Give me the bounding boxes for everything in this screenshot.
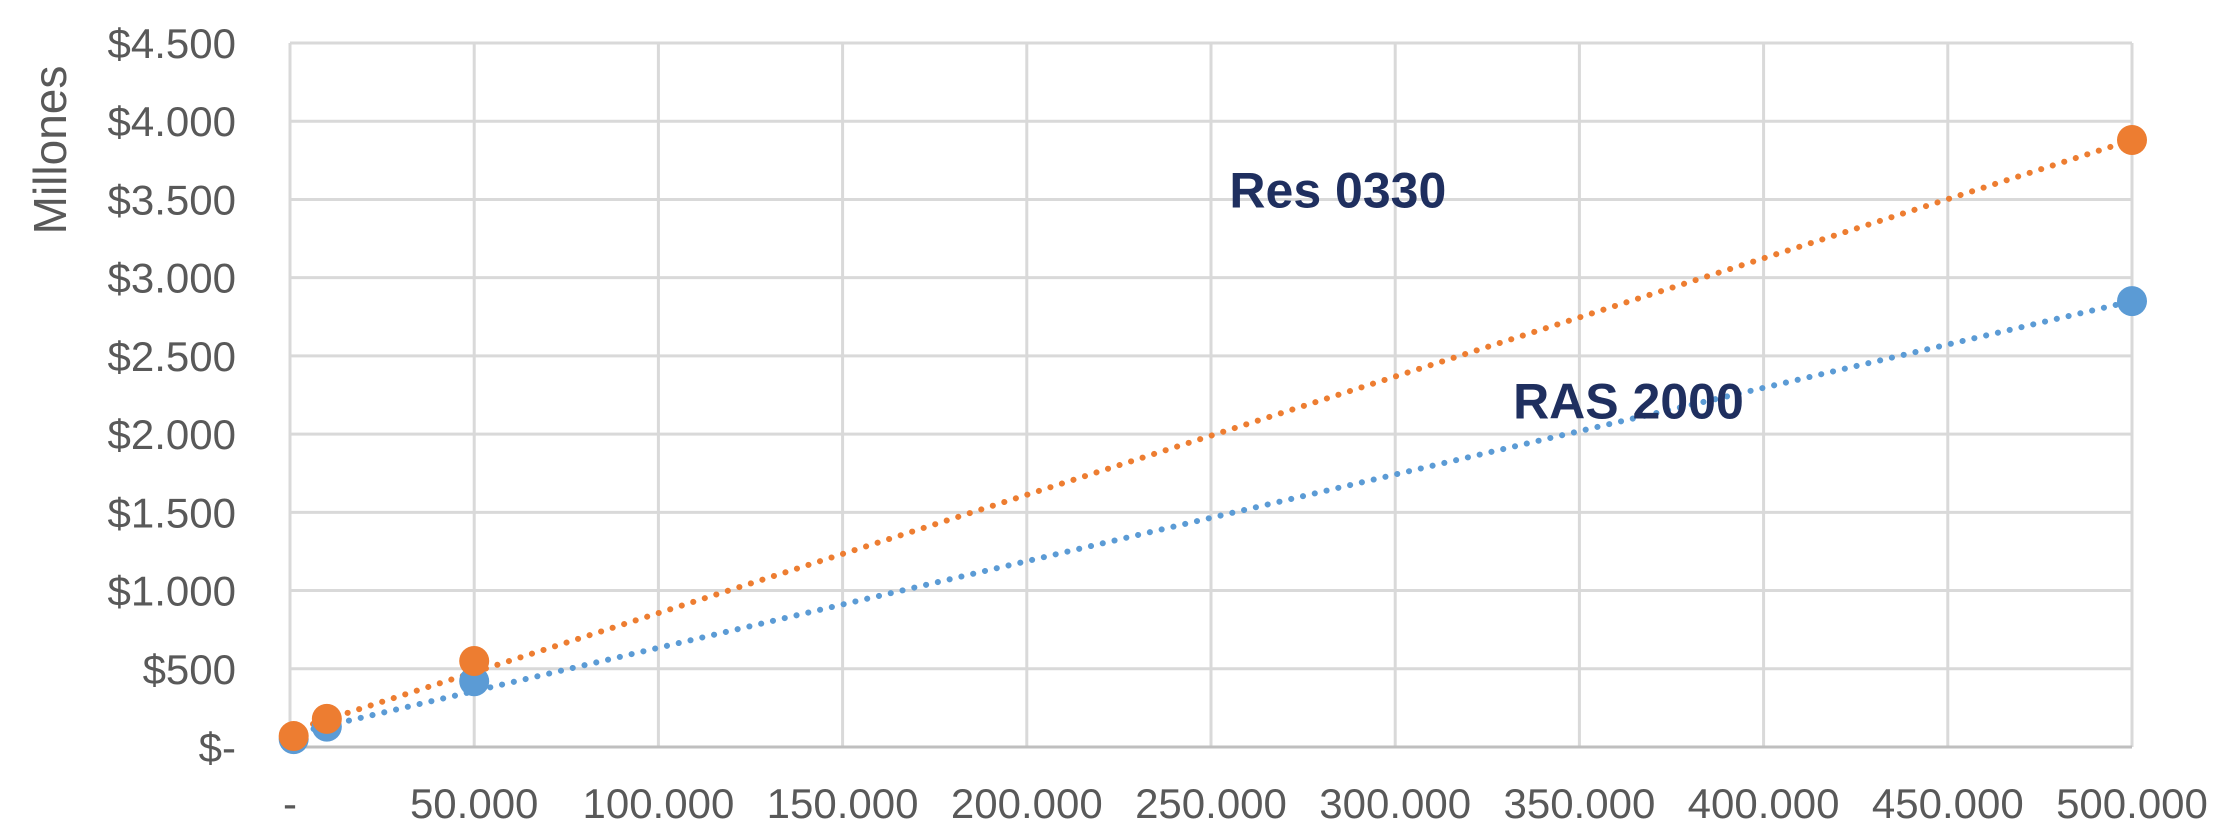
y-tick-label: $1.000 bbox=[108, 568, 236, 615]
x-tick-label: 50.000 bbox=[410, 780, 538, 827]
x-tick-label: 150.000 bbox=[767, 780, 919, 827]
data-point bbox=[311, 703, 342, 734]
trendlines bbox=[287, 136, 2135, 738]
x-tick-label: 250.000 bbox=[1135, 780, 1287, 827]
x-tick-label: 200.000 bbox=[951, 780, 1103, 827]
data-point bbox=[2117, 286, 2147, 317]
trendline bbox=[287, 136, 2135, 735]
y-tick-label: $- bbox=[199, 724, 236, 771]
x-tick-label: - bbox=[283, 780, 297, 827]
y-axis-ticks: $- $500 $1.000 $1.500 $2.000 $2.500 $3.000 $3.5… bbox=[108, 20, 236, 771]
x-tick-label: 350.000 bbox=[1503, 780, 1655, 827]
x-tick-label: 300.000 bbox=[1319, 780, 1471, 827]
y-tick-label: $2.500 bbox=[108, 333, 236, 380]
series-annotations: Res 0330 RAS 2000 bbox=[1229, 162, 1743, 429]
y-tick-label: $4.500 bbox=[108, 20, 236, 67]
x-axis-ticks: - 50.000 100.000 150.000 200.000 250.000 300.0… bbox=[283, 780, 2208, 827]
data-point bbox=[2117, 124, 2147, 155]
x-tick-label: 500.000 bbox=[2056, 780, 2208, 827]
x-tick-label: 450.000 bbox=[1872, 780, 2024, 827]
data-point bbox=[278, 721, 309, 752]
y-tick-label: $2.000 bbox=[108, 411, 236, 458]
x-tick-label: 400.000 bbox=[1688, 780, 1840, 827]
y-tick-label: $4.000 bbox=[108, 98, 236, 145]
x-tick-label: 100.000 bbox=[582, 780, 734, 827]
series-label: Res 0330 bbox=[1229, 162, 1446, 218]
trendline bbox=[287, 298, 2135, 738]
series-label: RAS 2000 bbox=[1513, 373, 1744, 429]
data-points bbox=[278, 124, 2147, 755]
y-axis-title: Millones bbox=[24, 66, 76, 235]
y-tick-label: $3.000 bbox=[108, 255, 236, 302]
data-point bbox=[459, 645, 490, 676]
y-tick-label: $1.500 bbox=[108, 489, 236, 536]
y-tick-label: $3.500 bbox=[108, 176, 236, 223]
y-tick-label: $500 bbox=[143, 646, 236, 693]
